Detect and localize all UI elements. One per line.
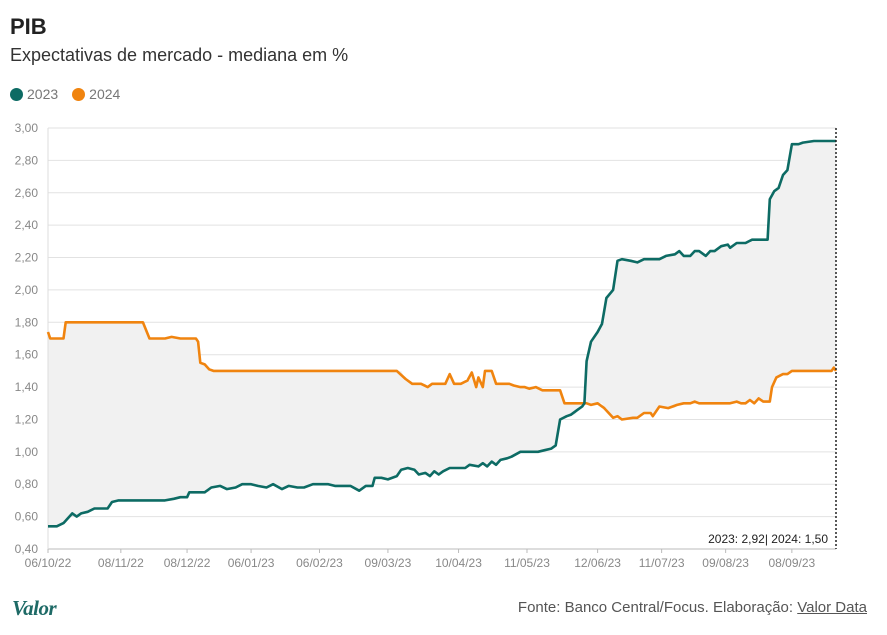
y-tick-label: 1,80 <box>15 315 39 329</box>
chart-subtitle: Expectativas de mercado - mediana em % <box>10 45 349 65</box>
y-tick-label: 2,00 <box>15 283 39 297</box>
x-tick-label: 12/06/23 <box>574 556 621 570</box>
legend: 2023 2024 <box>10 86 120 102</box>
y-tick-label: 2,80 <box>15 153 39 167</box>
x-tick-label: 09/08/23 <box>702 556 749 570</box>
x-tick-label: 08/11/22 <box>98 556 144 570</box>
x-tick-label: 11/05/23 <box>504 556 550 570</box>
source-note: Fonte: Banco Central/Focus. Elaboração: … <box>518 599 867 616</box>
end-value-annotation: 2023: 2,92| 2024: 1,50 <box>708 532 828 546</box>
x-tick-label: 10/04/23 <box>435 556 482 570</box>
x-tick-label: 09/03/23 <box>365 556 412 570</box>
y-tick-label: 2,40 <box>15 218 39 232</box>
axes: 0,40 0,60 0,80 1,00 1,20 1,40 1,60 1,80 2,00 2,20… <box>15 121 836 570</box>
source-text: Fonte: Banco Central/Focus. Elaboração: <box>517 599 798 616</box>
y-tick-label: 1,20 <box>15 412 39 426</box>
chart-title: PIB <box>10 14 47 39</box>
y-tick-label: 1,40 <box>15 380 39 394</box>
y-tick-label: 2,20 <box>15 251 39 265</box>
legend-swatch-2024 <box>72 87 86 101</box>
valor-logo: Valor <box>12 596 57 620</box>
legend-label-2023: 2023 <box>27 86 59 102</box>
series-lines <box>46 139 838 528</box>
x-tick-label: 06/10/22 <box>25 556 72 570</box>
legend-label-2024: 2024 <box>89 86 121 102</box>
y-tick-label: 1,60 <box>15 348 39 362</box>
series-line-2024 <box>46 321 838 421</box>
x-tick-label: 08/12/22 <box>164 556 211 570</box>
y-tick-label: 1,00 <box>15 445 39 459</box>
x-tick-label: 11/07/23 <box>639 556 685 570</box>
valor-data-link[interactable]: Valor Data <box>797 599 867 616</box>
area-between-series <box>48 141 836 527</box>
legend-swatch-2023 <box>10 87 23 101</box>
x-tick-label: 08/09/23 <box>768 556 815 570</box>
last-value-annotation: 2023: 2,92| 2024: 1,50 <box>708 128 837 549</box>
series-line-2023 <box>48 139 836 528</box>
y-tick-label: 0,40 <box>15 542 39 556</box>
legend-item-2024[interactable]: 2024 <box>72 86 120 102</box>
y-tick-label: 0,80 <box>15 477 39 491</box>
y-tick-label: 3,00 <box>15 121 39 135</box>
x-tick-label: 06/01/23 <box>228 556 275 570</box>
legend-item-2023[interactable]: 2023 <box>10 86 58 102</box>
x-tick-label: 06/02/23 <box>296 556 343 570</box>
y-tick-label: 0,60 <box>15 510 39 524</box>
y-tick-label: 2,60 <box>15 186 39 200</box>
